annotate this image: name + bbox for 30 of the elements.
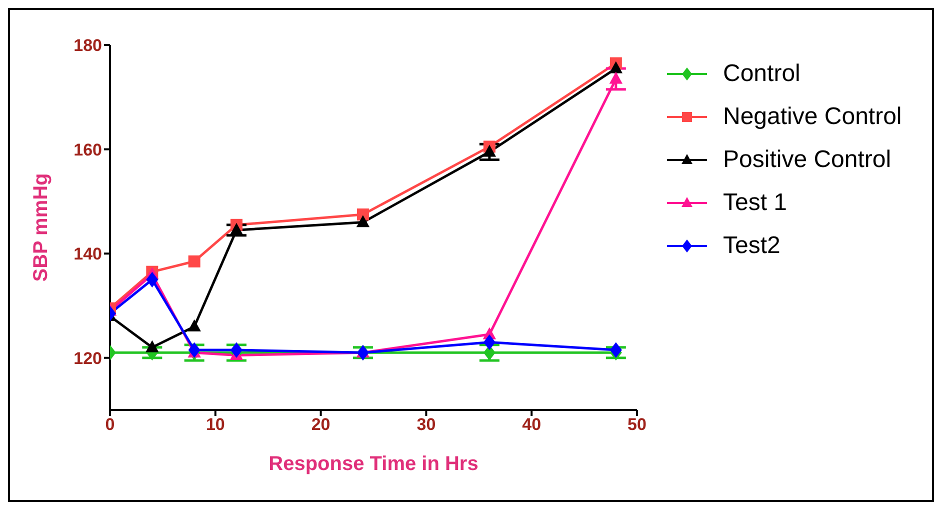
y-tick-label: 120	[74, 348, 102, 368]
legend-label: Positive Control	[723, 146, 892, 174]
legend-label: Test 1	[723, 188, 788, 216]
point	[483, 334, 496, 350]
point	[356, 215, 370, 228]
x-tick-label: 10	[206, 415, 225, 434]
x-tick-label: 50	[628, 415, 646, 434]
point	[188, 319, 201, 332]
point	[609, 61, 623, 74]
legend-label: Control	[723, 60, 800, 88]
point	[610, 342, 622, 358]
x-tick-label: 0	[105, 415, 115, 434]
point	[609, 72, 623, 84]
point	[230, 222, 244, 235]
point	[188, 342, 200, 358]
point	[230, 342, 242, 358]
y-tick-label: 160	[74, 140, 102, 160]
point	[482, 144, 496, 157]
x-tick-label: 20	[311, 415, 330, 434]
x-tick-label: 40	[522, 415, 542, 434]
x-tick-label: 30	[416, 415, 436, 434]
legend-label: Negative Control	[723, 102, 902, 130]
y-axis-title: SBP mmHg	[30, 173, 52, 282]
point	[188, 255, 200, 268]
x-axis-title: Response Time in Hrs	[268, 453, 478, 475]
y-tick-label: 180	[74, 36, 102, 56]
legend-label: Test2	[723, 232, 780, 260]
point	[146, 272, 158, 288]
y-tick-label: 140	[74, 244, 102, 264]
point	[146, 340, 159, 352]
